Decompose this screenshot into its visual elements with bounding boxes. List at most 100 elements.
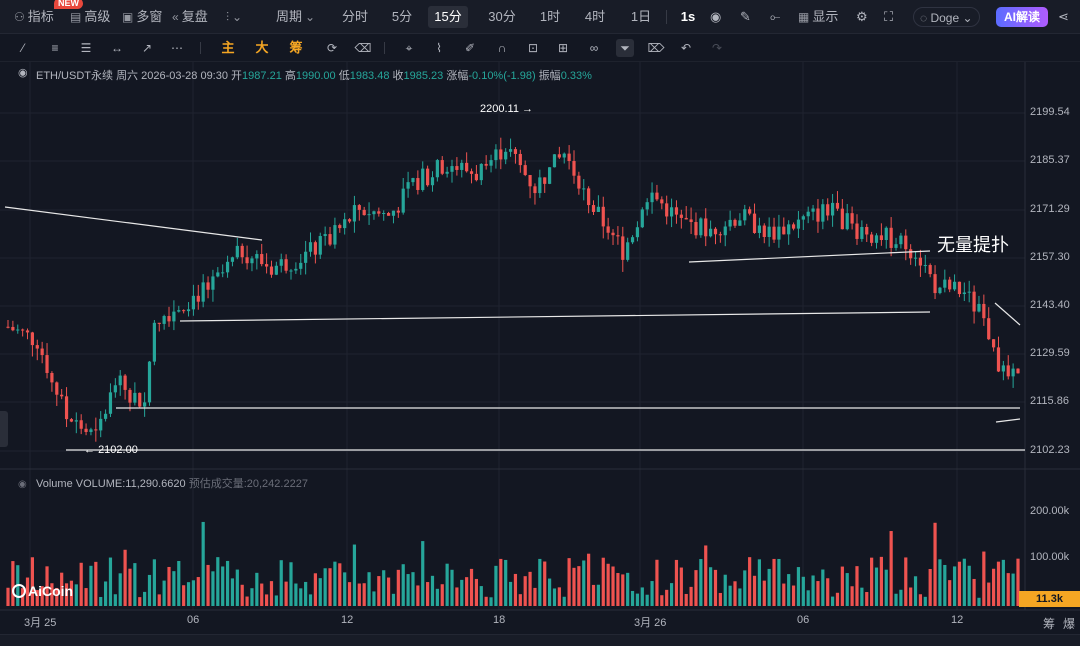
legend-amplitude: 0.33%	[560, 70, 592, 82]
period-1d[interactable]: 1日	[630, 9, 652, 24]
ruler-icon[interactable]: ⟜	[770, 9, 781, 24]
candle-body	[255, 254, 259, 259]
chart-area[interactable]: ETH/USDT永续 周六 2026-03-28 09:30 开1987.21 …	[0, 62, 1080, 646]
volume-bar	[108, 557, 113, 606]
candle-body	[582, 188, 586, 190]
volume-bar	[884, 569, 888, 606]
ai-interpret-button[interactable]: AI解读	[996, 7, 1048, 27]
fullscreen-icon[interactable]: ⛶	[884, 9, 894, 24]
volume-bar	[84, 588, 88, 606]
eye-icon[interactable]: ◉	[18, 67, 28, 79]
horizontal-ray-icon[interactable]: ↔	[111, 41, 123, 55]
candle-body	[616, 235, 620, 237]
brush-icon[interactable]: ✐	[464, 41, 476, 55]
lock-icon[interactable]: ⊡	[527, 41, 539, 55]
large-order-tag[interactable]: 大	[255, 40, 269, 55]
period-selector[interactable]: 周期 ⌄	[276, 9, 316, 24]
candle-body	[235, 245, 239, 258]
volume-bar	[182, 585, 186, 606]
template-icon[interactable]: ⊞	[557, 41, 569, 55]
indicators-button[interactable]: ⚇ 指标	[14, 9, 54, 24]
candle-body	[796, 219, 801, 229]
volume-bar	[528, 571, 532, 606]
parallel-lines-icon[interactable]: ≡	[51, 41, 59, 55]
liquidation-button[interactable]: 爆	[1063, 617, 1076, 631]
arrow-line-icon[interactable]: ↗	[141, 41, 153, 55]
magnet-icon[interactable]: ∩	[497, 41, 507, 55]
sync-icon[interactable]: ⟳	[326, 41, 338, 55]
price-tick: 2115.86	[1030, 395, 1069, 407]
candle-body	[60, 394, 64, 397]
drawing-text-note[interactable]: 无量提扑	[937, 235, 1009, 255]
trend-line-icon[interactable]: ⁄	[21, 41, 24, 55]
filter-icon[interactable]: ⏷	[616, 39, 634, 57]
eye-icon[interactable]: ◉	[18, 479, 27, 490]
period-1h[interactable]: 1时	[539, 9, 561, 24]
trash-icon[interactable]: ⌦	[647, 41, 665, 55]
redo-icon[interactable]: ↷	[711, 41, 723, 55]
volume-bar	[860, 587, 864, 606]
undo-icon[interactable]: ↶	[680, 41, 692, 55]
period-timeshare[interactable]: 分时	[341, 9, 368, 24]
more-tools-icon[interactable]: ⋯	[171, 41, 183, 55]
annotate-icon[interactable]: ⌖	[405, 41, 413, 55]
volume-name: Volume	[36, 478, 73, 490]
main-force-tag[interactable]: 主	[221, 40, 235, 55]
legend-open: 1987.21	[242, 70, 282, 82]
candle-body	[650, 192, 654, 203]
volume-bar	[601, 557, 605, 606]
candle-body	[772, 226, 776, 240]
chip-tag[interactable]: 筹	[289, 40, 303, 55]
camera-icon[interactable]: ◉	[710, 9, 722, 24]
replay-button[interactable]: «复盘	[172, 9, 208, 24]
candle-body	[396, 210, 400, 213]
volume-bar	[69, 580, 74, 606]
period-15m[interactable]: 15分	[428, 6, 468, 28]
candle-body	[367, 214, 371, 216]
ruler-icon[interactable]: ⌇	[436, 41, 442, 55]
channel-icon[interactable]: ☰	[80, 41, 92, 55]
advanced-button[interactable]: ▤ 高级	[70, 9, 111, 24]
chart-type-button[interactable]: ⫶ ⌄	[226, 8, 245, 26]
period-30m[interactable]: 30分	[488, 9, 516, 24]
volume-bar	[796, 567, 801, 606]
candle-body	[879, 235, 883, 241]
candle-body	[943, 279, 947, 288]
link-icon[interactable]: ∞	[589, 41, 599, 55]
period-5m[interactable]: 5分	[391, 9, 413, 24]
volume-bar	[801, 576, 805, 606]
share-icon[interactable]: ⋖	[1058, 9, 1069, 24]
volume-bar	[762, 580, 766, 606]
candle-body	[494, 149, 498, 161]
gear-icon[interactable]: ⚙	[856, 9, 868, 24]
interval-1s-button[interactable]: 1s	[680, 9, 696, 24]
volume-bar	[377, 576, 381, 606]
period-4h[interactable]: 4时	[584, 9, 606, 24]
symbol-selector[interactable]: ◌ Doge ⌄	[913, 7, 980, 27]
chip-distribution-button[interactable]: 筹	[1043, 617, 1056, 631]
pen-icon[interactable]: ✎	[740, 9, 751, 24]
volume-bar	[74, 584, 78, 606]
erase-drawing-icon[interactable]: ⌫	[354, 41, 372, 55]
display-button[interactable]: ▦ 显示	[798, 9, 839, 24]
chart-canvas[interactable]	[0, 62, 1080, 646]
side-panel-handle[interactable]	[0, 411, 8, 447]
volume-bar	[694, 570, 698, 606]
candle-body	[665, 203, 669, 217]
volume-bar	[1016, 558, 1020, 606]
candle-body	[240, 245, 244, 258]
multi-window-button[interactable]: ▣ 多窗	[122, 9, 163, 24]
candle-body	[372, 211, 376, 215]
volume-bar	[777, 558, 781, 606]
candle-body	[313, 242, 317, 255]
candle-body	[411, 178, 415, 183]
volume-bar	[347, 582, 352, 606]
chevron-down-icon: ⌄	[232, 10, 243, 24]
volume-bar	[411, 572, 415, 606]
candle-body	[69, 419, 74, 422]
price-legend: ETH/USDT永续 周六 2026-03-28 09:30 开1987.21 …	[36, 70, 592, 82]
volume-bar	[704, 545, 708, 606]
legend-low: 1983.48	[349, 70, 390, 82]
volume-bar	[308, 594, 313, 606]
candle-body	[543, 177, 547, 184]
